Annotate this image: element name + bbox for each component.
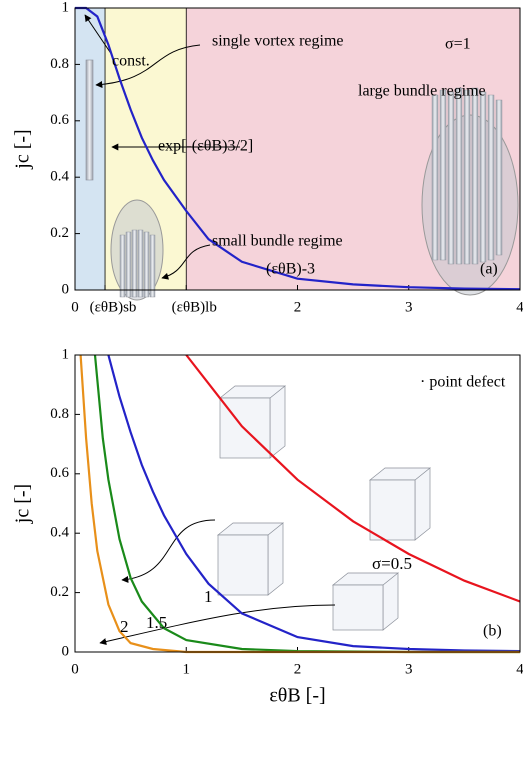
- illustrations: [84, 14, 519, 645]
- x-tick-label: 4: [516, 661, 523, 677]
- vortex-icon: [85, 59, 94, 181]
- y-tick-label: 0.2: [50, 584, 69, 600]
- small-bundle: [119, 229, 156, 298]
- plot-frame: [74, 7, 521, 291]
- x-tick-label: 2: [294, 661, 302, 677]
- curve-label: σ=0.5: [372, 554, 412, 573]
- curve: [185, 354, 521, 603]
- x-tick-label: 1: [183, 661, 191, 677]
- x-tick-label: 2: [294, 299, 302, 315]
- curve-label: 2: [120, 617, 129, 636]
- x-tick-label: (εθB)lb: [172, 299, 217, 315]
- annotation: (a): [480, 261, 498, 278]
- large-bundle: [431, 87, 503, 265]
- y-tick-label: 0: [62, 281, 70, 297]
- x-tick-label: 3: [405, 299, 413, 315]
- x-axis-label: εθB [-]: [269, 685, 325, 707]
- curve: [75, 6, 521, 291]
- y-tick-label: 1: [62, 346, 70, 362]
- y-tick-label: 0.4: [50, 169, 69, 185]
- annotation: large bundle regime: [358, 83, 486, 100]
- y-tick-label: 0.4: [50, 525, 69, 541]
- y-tick-label: 0.8: [50, 56, 69, 72]
- annotation: const.: [112, 53, 150, 70]
- annotation: (b): [483, 623, 502, 640]
- y-tick-label: 0.2: [50, 225, 69, 241]
- x-tick-label: 3: [405, 661, 413, 677]
- y-tick-label: 0.6: [50, 112, 69, 128]
- annotation: σ=1: [445, 36, 471, 53]
- y-axis-label: jc [-]: [12, 484, 34, 524]
- plot-frame: [74, 354, 521, 653]
- x-tick-label: (εθB)sb: [90, 299, 137, 315]
- y-tick-label: 0.6: [50, 465, 69, 481]
- annotation: exp[-(εθB)3/2]: [158, 138, 253, 155]
- curve-label: 1.5: [146, 613, 167, 632]
- curve: [107, 354, 521, 653]
- y-tick-label: 1: [62, 0, 70, 15]
- x-tick-label: 4: [516, 299, 523, 315]
- annotation: (εθB)-3: [266, 261, 315, 278]
- x-tick-label: 0: [71, 661, 79, 677]
- y-tick-label: 0.8: [50, 406, 69, 422]
- annotation: single vortex regime: [212, 33, 344, 50]
- arrows: [84, 14, 336, 645]
- cubes: [217, 385, 431, 631]
- annotation: small bundle regime: [212, 233, 343, 250]
- annotation: · point defect: [420, 374, 506, 391]
- plots: 0 (εθB)sb (εθB)lb 2 3 4 0 0.2 0.4 0.6 0.8 1 const. si…: [12, 0, 523, 707]
- curve-label: 1: [204, 587, 213, 606]
- y-tick-label: 0: [62, 643, 70, 659]
- y-axis-label: jc [-]: [12, 129, 34, 169]
- x-tick-label: 0: [71, 299, 79, 315]
